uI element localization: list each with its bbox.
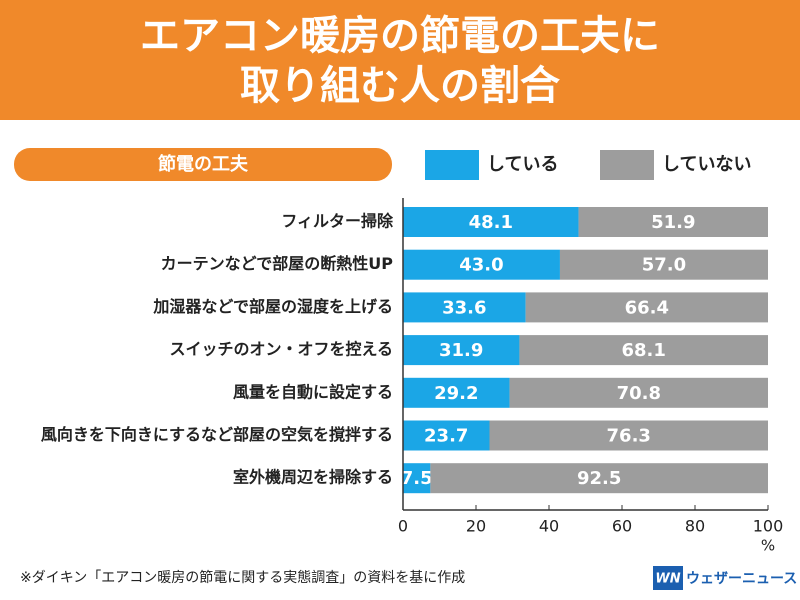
bar-segment	[403, 207, 579, 237]
x-tick-label: 0	[398, 517, 408, 536]
bar-segment	[403, 292, 526, 323]
category-label: 風向きを下向きにするなど部屋の空気を撹拌する	[41, 425, 393, 444]
value-label: 48.1	[469, 212, 513, 233]
value-label: 70.8	[617, 383, 661, 404]
x-tick-label: 40	[539, 517, 559, 536]
legend-label: していない	[662, 154, 751, 175]
bar-segment	[578, 207, 768, 237]
footnote: ※ダイキン「エアコン暖房の節電に関する実態調査」の資料を基に作成	[20, 569, 465, 586]
category-label: カーテンなどで部屋の断熱性UP	[161, 254, 394, 273]
x-axis-label: %	[761, 537, 775, 555]
bar-segment	[403, 335, 520, 366]
category-header-pill	[14, 148, 392, 181]
chart-title: エアコン暖房の節電の工夫に	[140, 13, 660, 59]
bar-segment	[525, 292, 768, 323]
bar-segment	[403, 420, 490, 451]
category-header: 節電の工夫	[158, 153, 249, 175]
bar-segment	[403, 463, 431, 494]
value-label: 57.0	[642, 255, 686, 276]
x-tick-label: 80	[685, 517, 705, 536]
value-label: 29.2	[434, 383, 478, 404]
logo-mark: WN	[655, 572, 680, 587]
value-label: 68.1	[622, 340, 666, 361]
logo-box	[653, 566, 683, 590]
bar-segment	[403, 249, 560, 280]
value-label: 66.4	[625, 297, 669, 318]
bar-segment	[430, 463, 768, 494]
bar-segment	[519, 335, 768, 366]
x-tick-label: 20	[466, 517, 486, 536]
bar-segment	[509, 377, 768, 408]
value-label: 43.0	[459, 255, 503, 276]
bar-segment	[403, 377, 510, 408]
value-label: 51.9	[651, 212, 695, 233]
legend-swatch	[600, 150, 654, 180]
value-label: 76.3	[607, 426, 651, 447]
legend-label: している	[487, 154, 558, 175]
x-tick-label: 60	[612, 517, 632, 536]
category-label: 室外機周辺を掃除する	[233, 468, 393, 487]
header-band	[0, 0, 800, 120]
bar-segment	[559, 249, 768, 280]
bar-segment	[489, 420, 768, 451]
category-label: 風量を自動に設定する	[233, 382, 393, 401]
logo: ウェザーニュース	[686, 571, 797, 587]
legend-swatch	[425, 150, 479, 180]
category-label: 加湿器などで部屋の湿度を上げる	[152, 297, 393, 316]
value-label: 23.7	[424, 426, 468, 447]
value-label: 33.6	[442, 297, 486, 318]
value-label: 31.9	[439, 340, 483, 361]
value-label: 92.5	[577, 468, 621, 489]
value-label: 7.5	[401, 468, 433, 489]
category-label: スイッチのオン・オフを控える	[169, 340, 393, 359]
x-tick-label: 100	[753, 517, 784, 536]
chart-title: 取り組む人の割合	[240, 63, 560, 109]
category-label: フィルター掃除	[281, 212, 394, 231]
